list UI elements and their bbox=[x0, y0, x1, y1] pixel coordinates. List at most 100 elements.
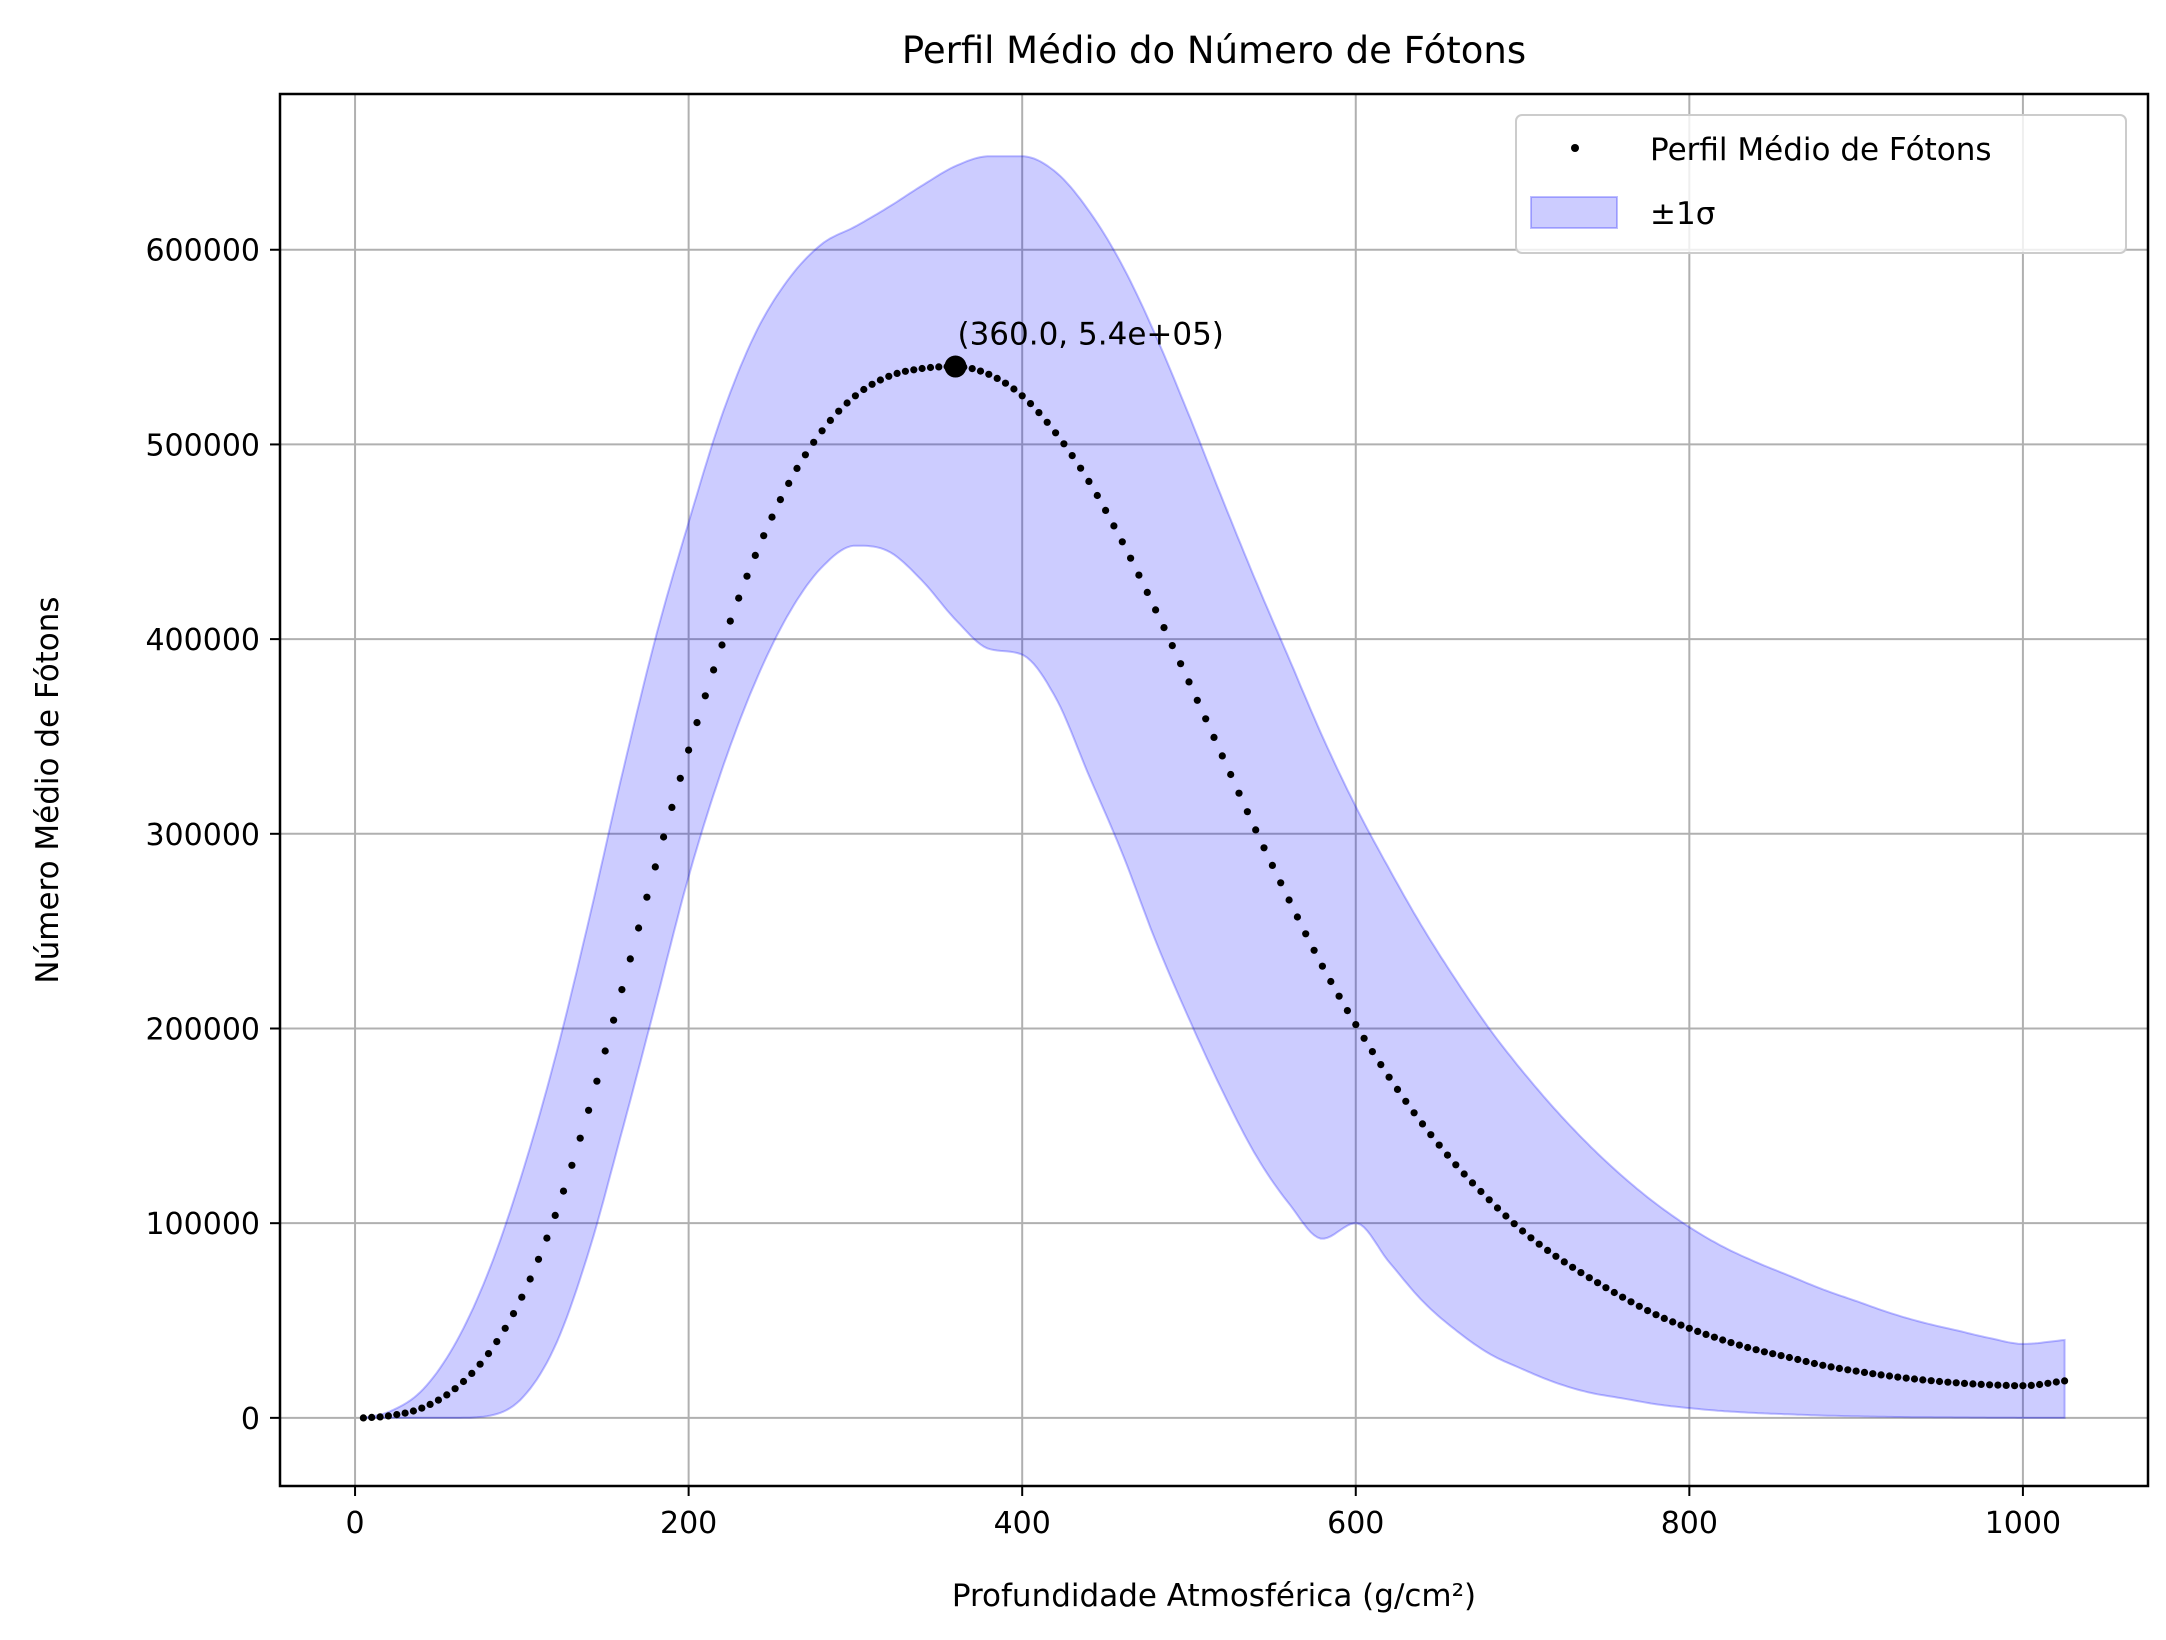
mean-profile-point bbox=[1052, 429, 1060, 437]
mean-profile-point bbox=[1035, 409, 1043, 417]
plot-frame bbox=[278, 92, 2150, 1488]
legend-box bbox=[1515, 114, 2127, 254]
mean-profile-point bbox=[2019, 1382, 2027, 1390]
mean-profile-point bbox=[1077, 464, 1085, 472]
mean-profile-point bbox=[1827, 1363, 1835, 1371]
legend-swatch-band bbox=[1530, 196, 1618, 229]
mean-profile-point bbox=[1885, 1372, 1894, 1380]
mean-profile-point bbox=[1835, 1364, 1843, 1372]
mean-profile-point bbox=[1702, 1330, 1710, 1338]
mean-profile-point bbox=[1719, 1336, 1727, 1344]
mean-profile-point bbox=[1952, 1379, 1960, 1387]
mean-profile-point bbox=[1285, 896, 1293, 904]
mean-profile-point bbox=[793, 464, 801, 472]
mean-profile-point bbox=[1627, 1298, 1635, 1306]
mean-profile-point bbox=[1544, 1246, 1552, 1254]
y-tick-label: 100000 bbox=[145, 1207, 260, 1242]
mean-profile-point bbox=[585, 1106, 593, 1114]
mean-profile-point bbox=[1252, 826, 1260, 834]
mean-profile-point bbox=[1102, 506, 1110, 514]
peak-annotation-group: (360.0, 5.4e+05) bbox=[944, 317, 1224, 378]
mean-profile-point bbox=[735, 594, 743, 602]
mean-profile-point bbox=[1185, 678, 1193, 686]
mean-profile-point bbox=[826, 416, 835, 424]
mean-profile-point bbox=[1585, 1274, 1593, 1282]
mean-profile-point bbox=[1026, 400, 1035, 408]
mean-profile-point bbox=[926, 363, 935, 372]
mean-profile-point bbox=[518, 1293, 526, 1301]
mean-profile-point bbox=[1443, 1151, 1452, 1159]
mean-profile-point bbox=[1619, 1293, 1627, 1301]
mean-profile-point bbox=[409, 1407, 417, 1415]
mean-profile-point bbox=[743, 572, 751, 580]
mean-profile-point bbox=[1393, 1085, 1402, 1093]
mean-profile-point bbox=[1235, 789, 1243, 797]
mean-profile-point bbox=[1202, 715, 1210, 723]
mean-profile-point bbox=[593, 1077, 601, 1085]
x-tick-label: 200 bbox=[660, 1506, 717, 1541]
x-axis-label: Profundidade Atmosférica (g/cm²) bbox=[952, 1578, 1476, 1614]
mean-profile-point bbox=[1902, 1374, 1910, 1382]
mean-profile-point bbox=[1960, 1379, 1969, 1387]
mean-profile-point bbox=[1385, 1073, 1393, 1081]
mean-profile-point bbox=[1093, 491, 1101, 500]
mean-profile-point bbox=[1243, 808, 1251, 816]
mean-profile-point bbox=[601, 1047, 609, 1055]
mean-profile-point bbox=[660, 833, 668, 841]
mean-profile-point bbox=[618, 986, 626, 994]
mean-profile-point bbox=[1452, 1161, 1460, 1169]
mean-profile-point bbox=[2011, 1382, 2019, 1390]
mean-profile-point bbox=[901, 367, 910, 375]
mean-profile-point bbox=[993, 374, 1001, 382]
mean-profile-point bbox=[1994, 1381, 2002, 1389]
mean-profile-point bbox=[693, 719, 701, 727]
mean-profile-point bbox=[1552, 1252, 1560, 1260]
mean-profile-point bbox=[1986, 1381, 1994, 1389]
mean-profile-point bbox=[1502, 1212, 1510, 1220]
mean-profile-point bbox=[559, 1187, 568, 1195]
mean-profile-point bbox=[1343, 1007, 1351, 1015]
mean-profile-point bbox=[551, 1211, 559, 1219]
mean-profile-point bbox=[1935, 1377, 1944, 1386]
mean-profile-point bbox=[1493, 1204, 1502, 1212]
mean-profile-point bbox=[468, 1369, 476, 1377]
mean-profile-point bbox=[1402, 1097, 1410, 1105]
mean-profile-point bbox=[1769, 1350, 1777, 1358]
mean-profile-point bbox=[1819, 1361, 1827, 1369]
mean-profile-point bbox=[1519, 1227, 1527, 1235]
mean-profile-point bbox=[401, 1409, 409, 1417]
mean-profile-point bbox=[1610, 1288, 1618, 1297]
mean-profile-point bbox=[2036, 1380, 2044, 1389]
mean-profile-point bbox=[1785, 1353, 1793, 1362]
y-tick-label: 200000 bbox=[145, 1012, 260, 1047]
mean-profile-point bbox=[443, 1391, 451, 1399]
mean-profile-point bbox=[368, 1413, 376, 1421]
mean-profile-point bbox=[1810, 1359, 1818, 1368]
mean-profile-point bbox=[1360, 1034, 1368, 1042]
mean-profile-point bbox=[1302, 930, 1310, 938]
mean-profile-point bbox=[1660, 1314, 1668, 1322]
mean-profile-point bbox=[910, 366, 918, 374]
mean-profile-point bbox=[1560, 1258, 1568, 1266]
mean-profile-point bbox=[1577, 1269, 1585, 1277]
mean-profile-point bbox=[1910, 1375, 1919, 1383]
mean-profile-point bbox=[885, 372, 893, 380]
mean-profile-point bbox=[459, 1377, 468, 1386]
mean-profile-point bbox=[1735, 1341, 1743, 1349]
mean-profile-point bbox=[501, 1324, 509, 1332]
mean-profile-point bbox=[1293, 913, 1301, 921]
mean-profile-point bbox=[1218, 752, 1226, 760]
mean-profile-point bbox=[751, 551, 759, 560]
mean-profile-point bbox=[685, 746, 693, 754]
mean-profile-point bbox=[359, 1414, 367, 1422]
x-tick-label: 600 bbox=[1327, 1506, 1384, 1541]
mean-profile-point bbox=[1485, 1196, 1493, 1204]
mean-profile-point bbox=[1468, 1179, 1477, 1187]
mean-profile-point bbox=[1969, 1380, 1977, 1388]
mean-profile-point bbox=[1460, 1170, 1468, 1178]
mean-profile-point bbox=[2044, 1379, 2052, 1387]
mean-profile-point bbox=[651, 863, 659, 871]
mean-profile-point bbox=[718, 641, 726, 649]
mean-profile-point bbox=[701, 692, 709, 700]
mean-profile-point bbox=[1652, 1311, 1660, 1319]
